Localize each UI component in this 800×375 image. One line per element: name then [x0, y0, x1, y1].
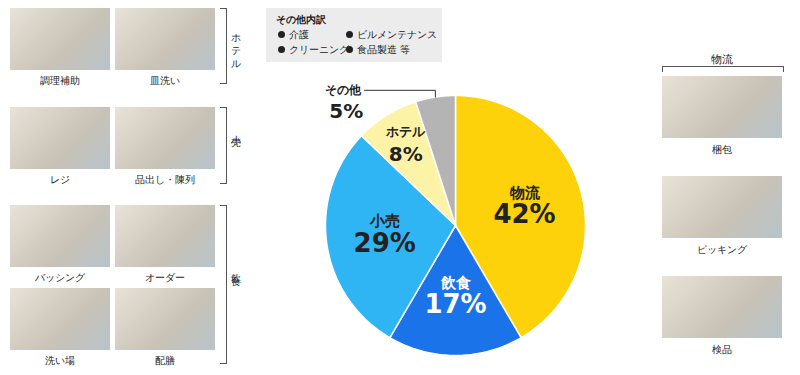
- html-text:レジ: レジ: [50, 174, 70, 185]
- html-text:配膳: 配膳: [155, 355, 175, 366]
- html-text:洗い場: 洗い場: [45, 355, 75, 366]
- html-text:品出し・陳列: 品出し・陳列: [135, 174, 195, 185]
- html-text:小売: 小売: [230, 126, 241, 131]
- html-text:物流: 物流: [711, 53, 733, 66]
- svg-text:5%: 5%: [329, 99, 363, 123]
- svg-text:飲食: 飲食: [440, 273, 471, 292]
- html-text:ホテル: ホテル: [230, 27, 241, 66]
- html-text:バッシング: バッシング: [35, 272, 85, 283]
- svg-text:42%: 42%: [493, 199, 555, 229]
- svg-text:小売: 小売: [369, 212, 400, 231]
- html-text:調理補助: 調理補助: [40, 75, 80, 86]
- svg-text:8%: 8%: [389, 142, 423, 166]
- svg-text:ホテル: ホテル: [385, 124, 426, 139]
- html-text:クリーニング: クリーニング: [289, 44, 349, 55]
- html-text:飲食: 飲食: [230, 265, 241, 270]
- svg-text:物流: 物流: [509, 183, 540, 202]
- html-text:検品: 検品: [712, 344, 732, 355]
- svg-text:その他: その他: [325, 83, 362, 97]
- html-text:食品製造 等: 食品製造 等: [357, 44, 411, 55]
- html-text:オーダー: オーダー: [145, 272, 185, 283]
- html-text:ビルメンテナンス: ビルメンテナンス: [357, 29, 437, 40]
- html-text:ピッキング: ピッキング: [697, 244, 747, 255]
- svg-text:17%: 17%: [424, 289, 486, 319]
- html-text:その他内訳: その他内訳: [276, 14, 326, 25]
- svg-text:29%: 29%: [354, 228, 416, 258]
- html-text:皿洗い: 皿洗い: [150, 75, 180, 86]
- html-text:梱包: 梱包: [712, 144, 732, 155]
- html-text:介護: 介護: [289, 29, 309, 40]
